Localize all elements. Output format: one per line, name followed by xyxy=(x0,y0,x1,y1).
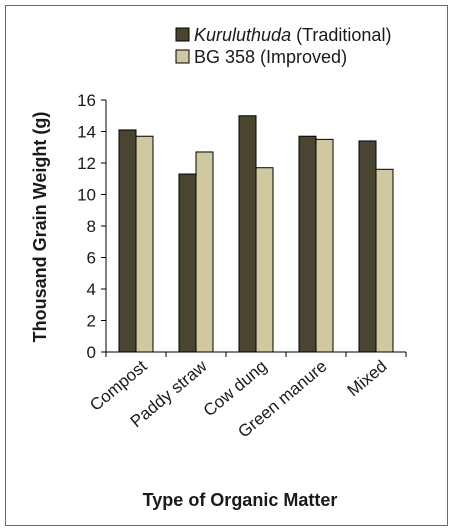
y-tick-label: 2 xyxy=(87,312,96,331)
bars xyxy=(118,115,394,353)
y-tick-label: 14 xyxy=(77,123,96,142)
legend-label-kuruluthuda-suffix: (Traditional) xyxy=(291,25,391,45)
y-tick-label: 4 xyxy=(87,280,96,299)
y-tick-label: 12 xyxy=(77,154,96,173)
bar-cow-dung-series-1 xyxy=(255,167,274,353)
y-tick-label: 6 xyxy=(87,249,96,268)
legend-swatch-bg358 xyxy=(175,49,190,64)
x-tick-label: Mixed xyxy=(344,357,391,401)
bar-paddy-straw-series-0 xyxy=(178,173,197,353)
y-tick-label: 8 xyxy=(87,217,96,236)
bar-mixed-series-1 xyxy=(375,168,394,353)
legend-label-kuruluthuda-italic: Kuruluthuda xyxy=(194,25,291,45)
bar-green-manure-series-0 xyxy=(298,135,317,353)
bar-mixed-series-0 xyxy=(358,140,377,353)
bar-cow-dung-series-0 xyxy=(238,115,257,353)
bar-paddy-straw-series-1 xyxy=(195,151,214,353)
y-tick-label: 10 xyxy=(77,186,96,205)
y-tick-labels: 0 2 4 6 8 10 12 14 16 xyxy=(77,91,96,362)
y-axis-title: Thousand Grain Weight (g) xyxy=(30,112,50,343)
y-tick-label: 16 xyxy=(77,91,96,110)
bar-compost-series-0 xyxy=(118,129,137,353)
legend-label-bg358: BG 358 (Improved) xyxy=(194,47,347,67)
legend-label-kuruluthuda: Kuruluthuda (Traditional) xyxy=(194,25,391,45)
y-tick-label: 0 xyxy=(87,343,96,362)
legend: Kuruluthuda (Traditional) BG 358 (Improv… xyxy=(175,25,391,67)
bar-green-manure-series-1 xyxy=(315,138,334,353)
legend-swatch-kuruluthuda xyxy=(175,27,190,42)
x-axis-title: Type of Organic Matter xyxy=(143,490,338,510)
bar-compost-series-1 xyxy=(135,135,154,353)
